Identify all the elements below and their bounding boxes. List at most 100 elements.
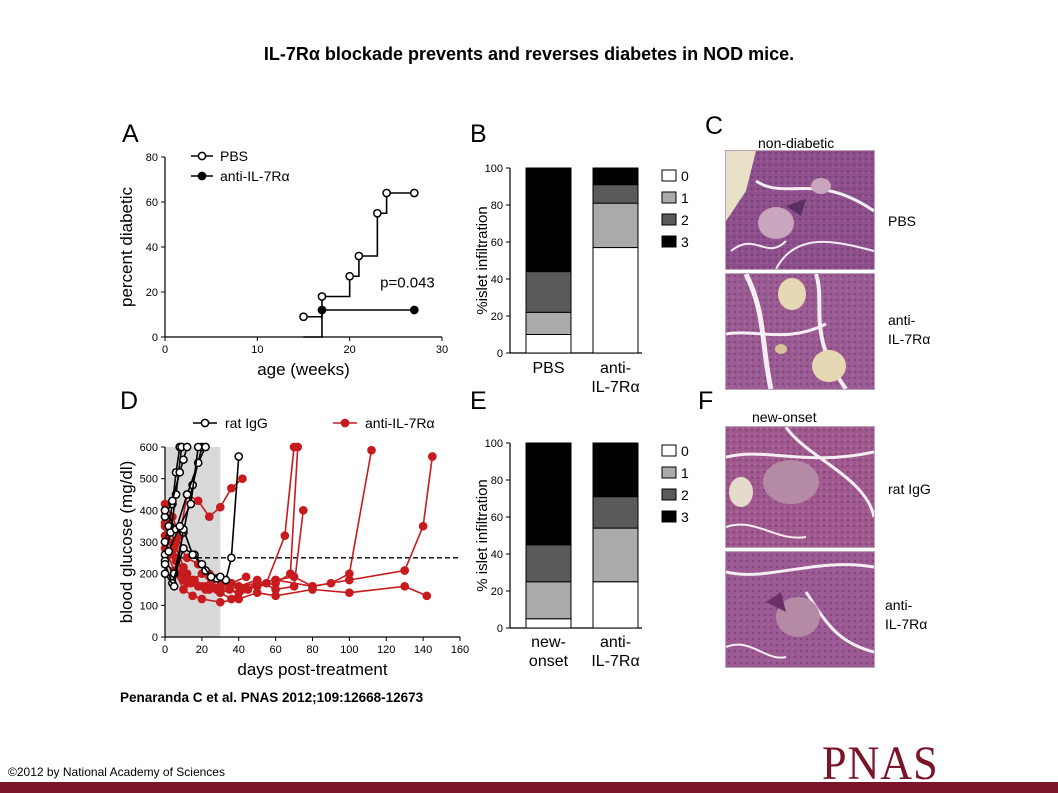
panel-letter-d: D (120, 387, 139, 415)
y-tick-label: 80 (146, 152, 158, 164)
bar-segment-2 (525, 271, 572, 313)
series-rat-igg-point (182, 490, 192, 499)
series-anti-il7ra-point (409, 305, 419, 315)
y-tick-label: 100 (485, 438, 503, 450)
y-tick-label: 500 (140, 474, 158, 486)
series-pbs-point (373, 208, 382, 218)
series-pbs-point (317, 292, 327, 301)
series-anti-il7ra-point (345, 588, 354, 598)
series-rat-igg-point (160, 559, 170, 569)
series-anti-il7ra-point (367, 445, 376, 455)
series-anti-il7ra-point (252, 588, 262, 598)
legend-label: 2 (681, 212, 689, 228)
y-tick-label: 300 (140, 537, 158, 549)
y-tick-label: 20 (146, 287, 158, 299)
legend-swatch-1 (661, 191, 677, 204)
category-label: anti- (600, 360, 631, 377)
x-tick-label: 140 (414, 644, 432, 656)
x-axis-label: days post-treatment (237, 660, 388, 679)
series-rat-igg-line (167, 446, 199, 552)
y-tick-label: 40 (146, 242, 158, 254)
series-anti-il7ra-point (241, 572, 251, 582)
legend-label: 1 (681, 190, 689, 206)
series-rat-igg-point (175, 521, 185, 531)
x-tick-label: 60 (270, 644, 282, 656)
copyright: ©2012 by National Academy of Sciences (8, 765, 225, 779)
y-tick-label: 0 (152, 632, 158, 644)
series-rat-igg-point (201, 442, 210, 452)
series-anti-il7ra-point (317, 305, 327, 315)
series-rat-igg-point (160, 505, 170, 515)
series-rat-igg-point (175, 467, 185, 477)
series-anti-il7ra-point (271, 591, 280, 601)
bar-segment-0 (592, 581, 639, 629)
series-rat-igg-point (168, 496, 177, 506)
series-anti-il7ra-point (179, 575, 188, 585)
legend-swatch-3 (661, 510, 677, 523)
bar-segment-3 (592, 442, 639, 498)
category-label: IL-7Rα (591, 653, 639, 670)
series-rat-igg-point (164, 547, 174, 556)
series-rat-igg-point (182, 442, 192, 452)
y-axis-label: % islet infiltration (474, 479, 491, 592)
histology-f-caption: new-onset (752, 409, 817, 425)
legend-swatch-1 (661, 466, 677, 479)
series-anti-il7ra-point (422, 591, 432, 601)
bar-segment-3 (525, 442, 572, 546)
figure-title: IL-7Rα blockade prevents and reverses di… (263, 44, 795, 64)
y-tick-label: 60 (491, 512, 503, 524)
x-tick-label: 40 (233, 644, 245, 656)
y-tick-label: 100 (140, 600, 158, 612)
legend-swatch-2 (661, 488, 677, 501)
y-tick-label: 400 (140, 505, 158, 517)
legend-label: 1 (681, 465, 689, 481)
series-anti-il7ra-point (234, 581, 244, 591)
series-anti-il7ra-point (234, 594, 244, 604)
series-anti-il7ra-point (227, 483, 236, 493)
x-tick-label: 30 (436, 344, 448, 356)
legend-label: 0 (681, 168, 689, 184)
legend-label: 3 (681, 509, 689, 525)
y-axis-label: %islet infiltration (474, 206, 491, 314)
series-anti-il7ra-point (193, 496, 203, 506)
series-rat-igg-point (169, 581, 179, 591)
y-tick-label: 80 (491, 200, 503, 212)
series-anti-il7ra-point (293, 442, 303, 452)
series-anti-il7ra-point (400, 566, 410, 575)
panel-letter-b: B (470, 120, 487, 148)
legend-label: 3 (681, 234, 689, 250)
series-anti-il7ra-point (400, 581, 410, 591)
series-anti-il7ra-point (204, 512, 214, 522)
series-anti-il7ra-point (227, 594, 236, 604)
category-label: PBS (532, 360, 564, 377)
legend-swatch-0 (661, 169, 677, 182)
bar-segment-1 (525, 581, 572, 620)
histology-c-row1-label: PBS (888, 213, 917, 229)
y-tick-label: 200 (140, 569, 158, 581)
bar-segment-3 (592, 167, 639, 186)
bar-segment-0 (525, 334, 572, 354)
series-anti-il7ra-point (280, 531, 290, 541)
y-axis-label: blood glucose (mg/dl) (117, 461, 136, 624)
histology-image-pbs (725, 150, 875, 270)
chart-a-survival: 0 20 40 60 80 0 10 20 30 percent diabetic age (wee… (117, 148, 448, 379)
pnas-logo: PNAS (822, 737, 939, 790)
y-tick-label: 0 (497, 623, 503, 635)
category-label: anti- (600, 634, 631, 651)
p-value-annotation: p=0.043 (380, 275, 435, 292)
legend-marker (340, 418, 350, 428)
series-anti-il7ra-point (271, 575, 280, 585)
category-label: new- (531, 634, 566, 651)
histology-c-row2-label-line1: anti- (888, 312, 916, 328)
y-tick-label: 600 (140, 442, 158, 454)
chart-d-glucose: 0 100 200 300 400 500 600 0 20 40 60 80 100 120 140 160… (117, 415, 469, 679)
series-pbs-point (345, 271, 355, 281)
histology-c-row2-label-line2: IL-7Rα (888, 331, 931, 347)
series-anti-il7ra-point (215, 588, 225, 598)
series-anti-il7ra-point (188, 591, 198, 601)
histology-image-rat-igg (725, 426, 875, 548)
legend-label: anti-IL-7Rα (365, 415, 435, 431)
bar-segment-0 (525, 618, 572, 629)
series-anti-il7ra-point (427, 452, 437, 461)
